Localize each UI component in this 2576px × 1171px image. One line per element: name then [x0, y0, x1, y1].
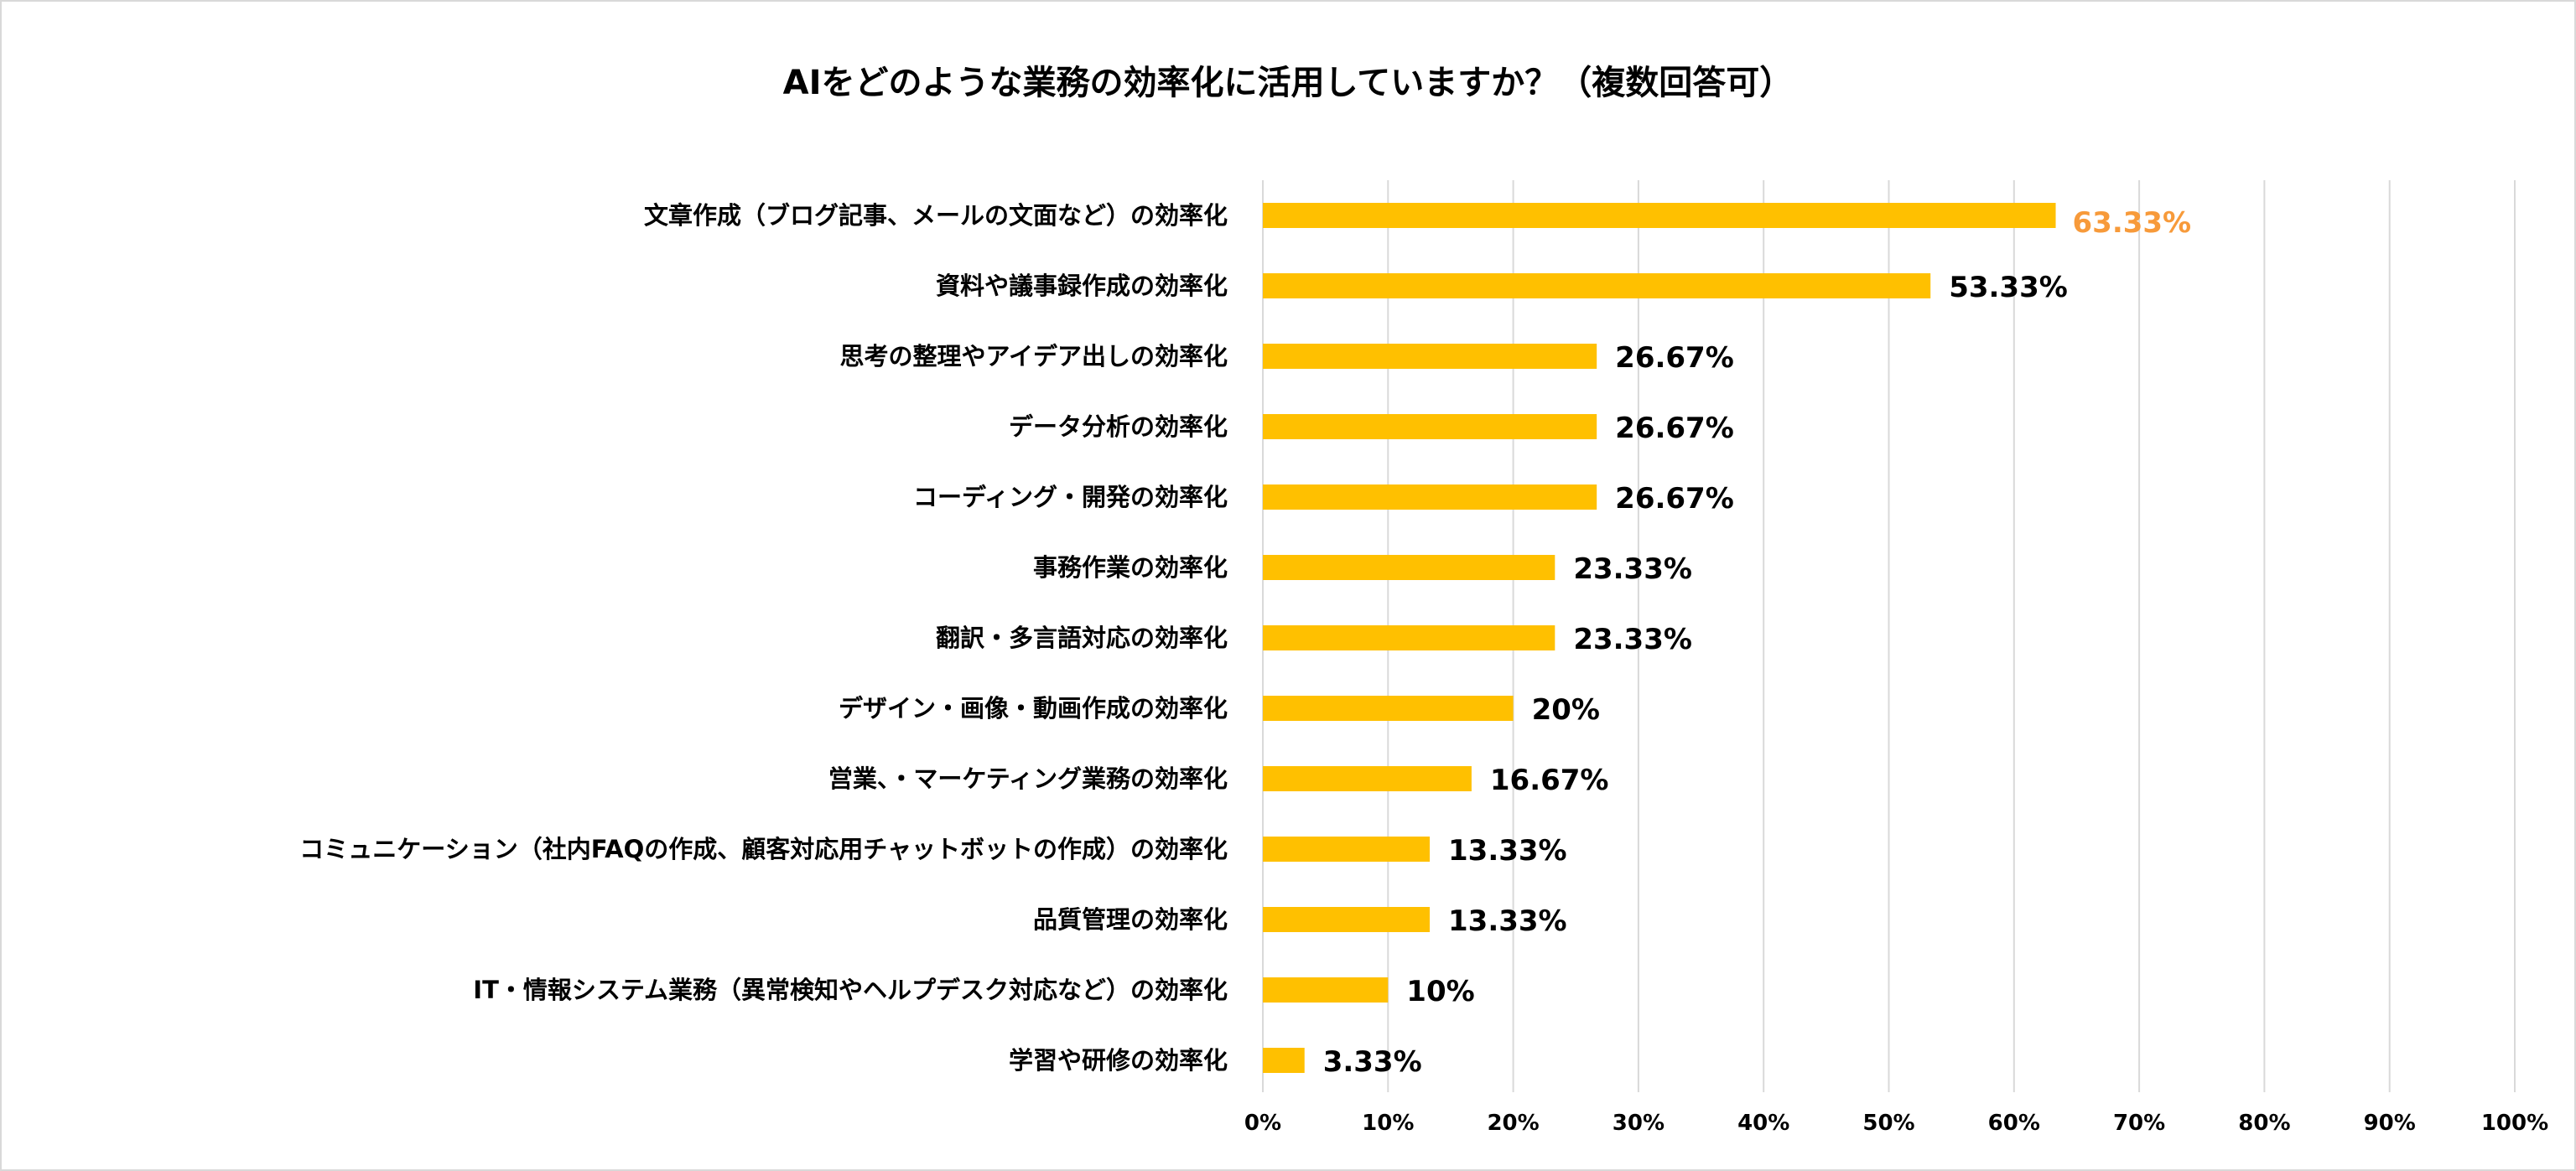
x-tick-label: 70%	[2113, 1111, 2165, 1136]
bar	[1263, 273, 1931, 298]
x-tick-label: 0%	[1244, 1111, 1281, 1136]
category-label: 資料や議事録作成の効率化	[936, 272, 1228, 300]
x-tick-label: 90%	[2364, 1111, 2416, 1136]
bar	[1263, 907, 1431, 932]
x-tick-label: 60%	[1988, 1111, 2040, 1136]
bar	[1263, 484, 1597, 510]
data-label: 53.33%	[1949, 271, 2068, 304]
category-label: 学習や研修の効率化	[1009, 1046, 1228, 1075]
category-label: データ分析の効率化	[1009, 412, 1228, 441]
category-label: デザイン・画像・動画作成の効率化	[839, 694, 1228, 723]
bar	[1263, 837, 1431, 862]
bar	[1263, 203, 2056, 228]
data-label: 23.33%	[1573, 623, 1692, 656]
bar	[1263, 625, 1555, 650]
data-label: 26.67%	[1615, 341, 1734, 375]
data-label: 3.33%	[1323, 1045, 1422, 1079]
data-label: 10%	[1406, 975, 1474, 1008]
data-label: 13.33%	[1448, 834, 1567, 868]
x-tick-label: 80%	[2238, 1111, 2290, 1136]
category-label: 営業、・マーケティング業務の効率化	[828, 764, 1228, 793]
bar	[1263, 1048, 1305, 1073]
data-label: 26.67%	[1615, 412, 1734, 445]
data-label: 13.33%	[1448, 904, 1567, 938]
data-label: 20%	[1532, 693, 1600, 727]
category-label: 翻訳・多言語対応の効率化	[936, 624, 1228, 652]
bar	[1263, 696, 1514, 721]
data-label: 63.33%	[2073, 206, 2192, 240]
bar	[1263, 414, 1597, 439]
x-tick-label: 50%	[1862, 1111, 1914, 1136]
data-label: 16.67%	[1490, 764, 1609, 797]
category-label: 品質管理の効率化	[1033, 905, 1228, 934]
bar	[1263, 766, 1472, 791]
bar	[1263, 555, 1555, 580]
x-tick-label: 10%	[1362, 1111, 1414, 1136]
data-label: 23.33%	[1573, 552, 1692, 586]
x-tick-label: 20%	[1487, 1111, 1539, 1136]
category-label: 文章作成（ブログ記事、メールの文面など）の効率化	[644, 201, 1228, 230]
x-tick-label: 40%	[1737, 1111, 1789, 1136]
chart-title: AIをどのような業務の効率化に活用していますか？（複数回答可）	[782, 64, 1794, 102]
category-label: コミュニケーション（社内FAQの作成、顧客対応用チャットボットの作成）の効率化	[299, 835, 1228, 863]
category-label: IT・情報システム業務（異常検知やヘルプデスク対応など）の効率化	[473, 976, 1228, 1004]
category-label: 事務作業の効率化	[1033, 553, 1228, 582]
bar	[1263, 344, 1597, 369]
data-label: 26.67%	[1615, 482, 1734, 516]
category-label: 思考の整理やアイデア出しの効率化	[839, 342, 1228, 370]
x-tick-label: 30%	[1613, 1111, 1665, 1136]
category-label: コーディング・開発の効率化	[913, 483, 1228, 511]
bar	[1263, 977, 1389, 1003]
x-tick-label: 100%	[2481, 1111, 2548, 1136]
